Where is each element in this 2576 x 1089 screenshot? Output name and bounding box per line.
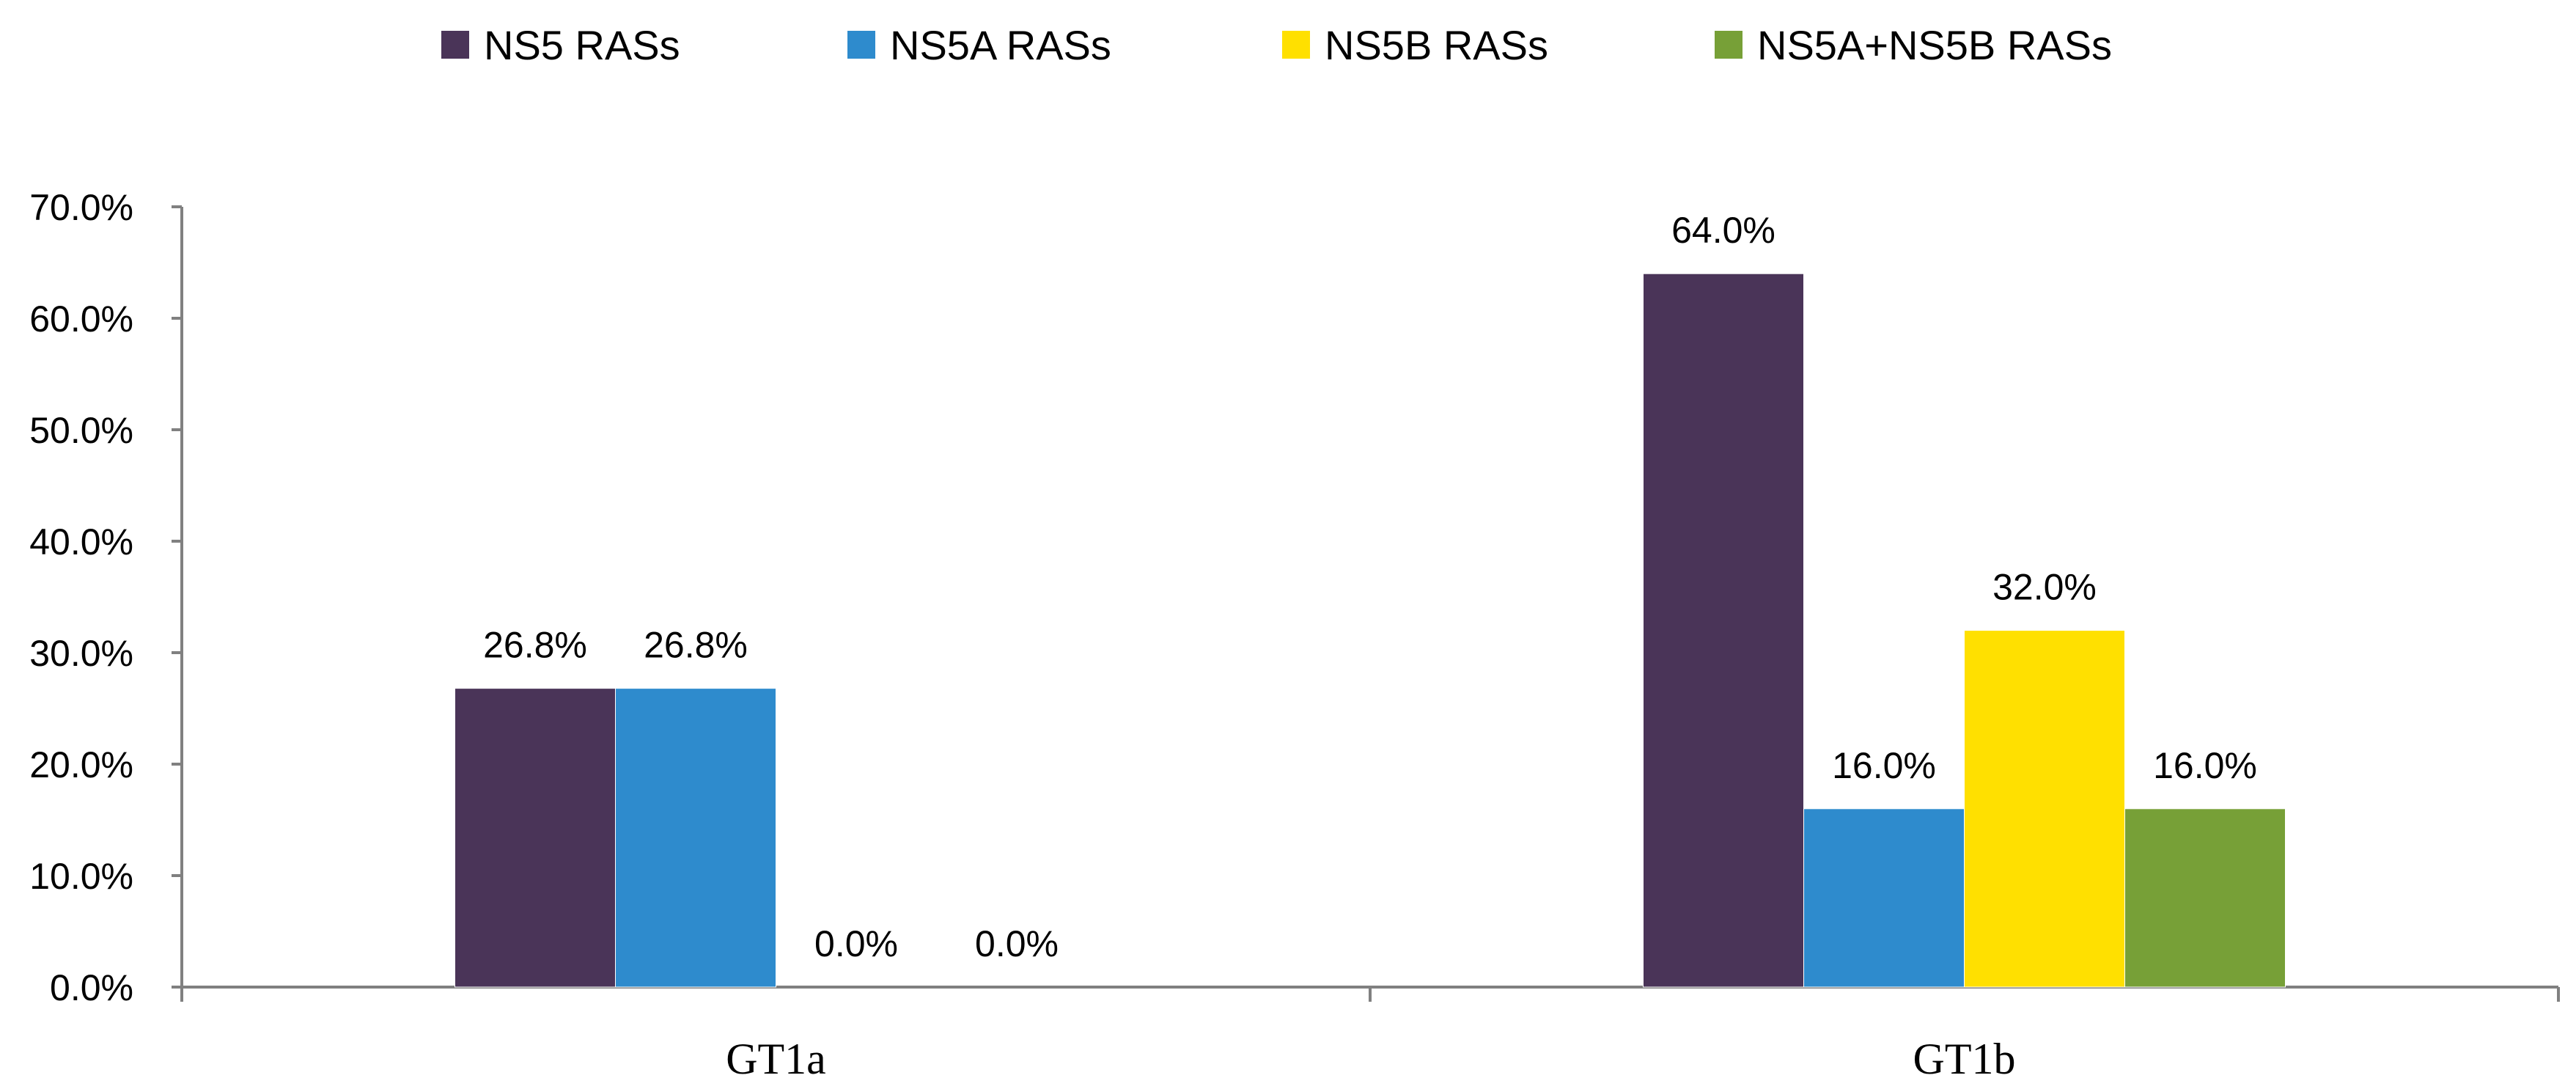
legend-label: NS5B RASs xyxy=(1325,22,1548,68)
legend-item-ns5a-rass: NS5A RASs xyxy=(847,22,1111,68)
y-tick-label: 40.0% xyxy=(29,521,133,562)
data-label: 32.0% xyxy=(1992,567,2097,608)
bar xyxy=(455,688,616,988)
y-tick-label: 30.0% xyxy=(29,633,133,674)
legend-swatch xyxy=(1282,31,1310,59)
legend-item-ns5b-rass: NS5B RASs xyxy=(1282,22,1548,68)
legend-label: NS5A RASs xyxy=(890,22,1111,68)
data-label: 26.8% xyxy=(483,625,587,666)
legend-item-ns5a-plus-ns5b-rass: NS5A+NS5B RASs xyxy=(1715,22,2112,68)
data-label: 0.0% xyxy=(975,923,1059,964)
y-tick-label: 50.0% xyxy=(29,410,133,451)
y-tick-label: 20.0% xyxy=(29,744,133,785)
y-tick-label: 60.0% xyxy=(29,298,133,340)
legend-item-ns5-rass: NS5 RASs xyxy=(441,22,680,68)
bar xyxy=(1643,273,1804,988)
bar xyxy=(615,688,776,988)
y-axis: 0.0% 10.0% 20.0% 30.0% 40.0% 50.0% 60.0% 70.0% xyxy=(29,187,183,1008)
legend-swatch xyxy=(1715,31,1743,59)
y-tick-label: 70.0% xyxy=(29,187,133,228)
x-category-label: GT1a xyxy=(726,1035,826,1083)
legend-swatch xyxy=(441,31,469,59)
data-label: 26.8% xyxy=(644,625,748,666)
y-tick-label: 0.0% xyxy=(50,967,133,1008)
data-label: 16.0% xyxy=(1832,745,1936,786)
legend-label: NS5A+NS5B RASs xyxy=(1757,22,2112,68)
data-label: 64.0% xyxy=(1671,210,1775,251)
legend-label: NS5 RASs xyxy=(484,22,680,68)
bar xyxy=(2124,808,2286,988)
bar xyxy=(1803,808,1965,988)
bars xyxy=(455,273,2286,988)
legend: NS5 RASs NS5A RASs NS5B RASs NS5A+NS5B RASs xyxy=(441,22,2112,68)
data-label: 16.0% xyxy=(2153,745,2257,786)
y-tick-label: 10.0% xyxy=(29,856,133,897)
data-label: 0.0% xyxy=(814,923,898,964)
bar xyxy=(1964,630,2125,988)
x-axis: GT1a GT1b xyxy=(180,986,2560,1083)
legend-swatch xyxy=(847,31,875,59)
data-labels: 26.8% 26.8% 0.0% 0.0% 64.0% 16.0% 32.0% 16.0% xyxy=(483,210,2257,964)
x-category-label: GT1b xyxy=(1913,1035,2016,1083)
